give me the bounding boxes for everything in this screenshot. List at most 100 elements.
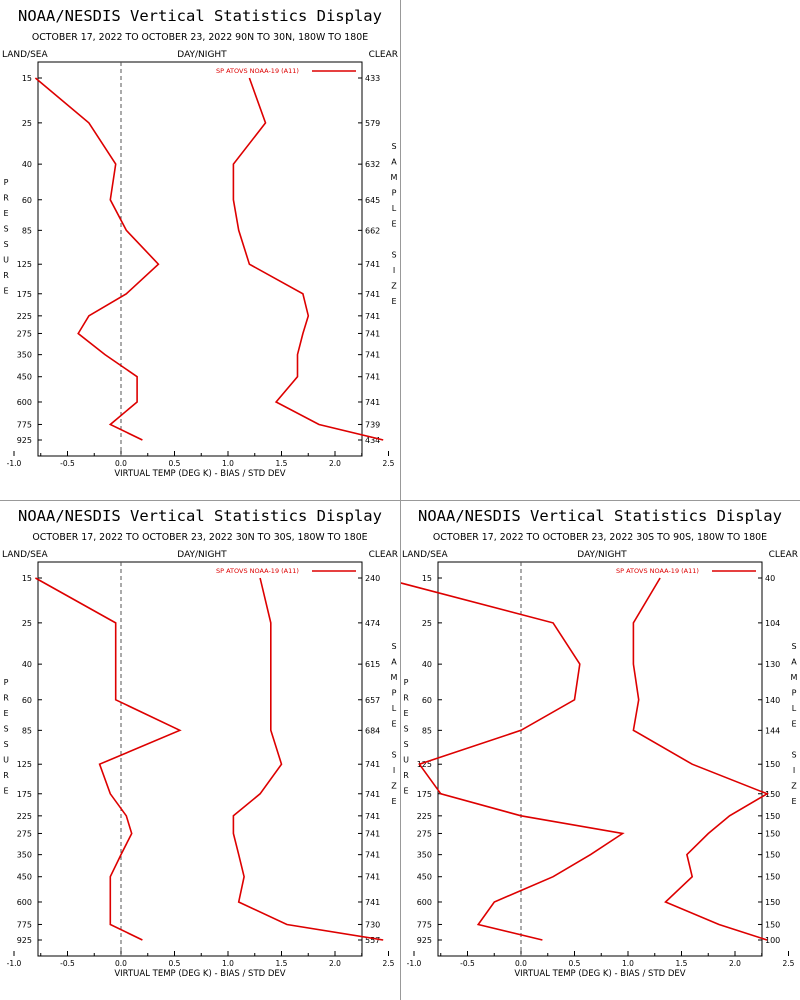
x-tick-label: 1.5 [676, 959, 688, 968]
pressure-label: 225 [17, 812, 32, 821]
x-tick-label: 0.5 [169, 959, 181, 968]
vertical-stats-chart-tropics: NOAA/NESDIS Vertical Statistics Display O… [2, 507, 398, 979]
sample-size-label: 557 [365, 936, 380, 945]
pressure-label: 350 [17, 851, 32, 860]
sample-size-label: 632 [365, 160, 380, 169]
series-line-std-dev [632, 577, 769, 941]
pressure-label: 85 [22, 726, 32, 735]
sample-size-label: 662 [365, 226, 380, 235]
sample-size-label: 150 [765, 898, 780, 907]
x-tick-label: 0.5 [169, 459, 181, 468]
pressure-label: 25 [422, 619, 432, 628]
label-land-sea: LAND/SEA [2, 550, 48, 560]
y-axis-label-letter: S [403, 740, 408, 749]
pressure-label: 60 [22, 196, 32, 205]
y2-axis-label-letter: P [392, 689, 397, 698]
sample-size-label: 474 [365, 619, 380, 628]
y-axis-label-letter: S [403, 725, 408, 734]
sample-size-label: 150 [765, 851, 780, 860]
y-axis-label-letter: U [3, 256, 9, 265]
sample-size-label: 40 [765, 574, 775, 583]
y-axis-label-letter: E [3, 209, 8, 218]
y2-axis-label-letter: S [391, 142, 396, 151]
x-axis-label: VIRTUAL TEMP (DEG K) - BIAS / STD DEV [114, 469, 285, 479]
y-axis-label-letter: P [4, 678, 9, 687]
y2-axis-label-letter: A [391, 158, 397, 167]
y-axis-label-letter: P [404, 678, 409, 687]
x-tick-label: 2.0 [329, 959, 341, 968]
sample-size-label: 684 [365, 726, 380, 735]
pressure-label: 125 [17, 760, 32, 769]
chart-subtitle: OCTOBER 17, 2022 TO OCTOBER 23, 2022 30N… [32, 532, 367, 543]
chart-title: NOAA/NESDIS Vertical Statistics Display [18, 507, 382, 525]
y2-axis-label-letter: M [391, 173, 398, 182]
pressure-label: 225 [17, 312, 32, 321]
x-tick-label: -1.0 [407, 959, 422, 968]
pressure-label: 925 [17, 436, 32, 445]
y2-axis-label-letter: L [392, 704, 397, 713]
pressure-label: 40 [22, 660, 32, 669]
sample-size-label: 150 [765, 873, 780, 882]
sample-size-label: 741 [365, 398, 380, 407]
label-land-sea: LAND/SEA [402, 550, 448, 560]
x-tick-label: 2.0 [729, 959, 741, 968]
pressure-label: 85 [22, 226, 32, 235]
pressure-label: 125 [417, 760, 432, 769]
y-axis-label-letter: S [3, 725, 8, 734]
y2-axis-label-letter: P [792, 689, 797, 698]
y-axis-label-letter: E [3, 709, 8, 718]
x-tick-label: 1.5 [276, 959, 288, 968]
chart-subtitle: OCTOBER 17, 2022 TO OCTOBER 23, 2022 30S… [433, 532, 767, 543]
plot-frame [37, 61, 363, 457]
series-line-bias [35, 577, 182, 941]
sample-size-label: 741 [365, 812, 380, 821]
sample-size-label: 741 [365, 790, 380, 799]
sample-size-label: 741 [365, 351, 380, 360]
y-axis-label-letter: E [403, 709, 408, 718]
chart-subtitle: OCTOBER 17, 2022 TO OCTOBER 23, 2022 90N… [32, 32, 368, 43]
y2-axis-label-letter: S [391, 642, 396, 651]
pressure-label: 350 [17, 351, 32, 360]
chart-panel-north: NOAA/NESDIS Vertical Statistics Display O… [0, 0, 400, 500]
pressure-label: 275 [17, 329, 32, 338]
y2-axis-label-letter: M [791, 673, 798, 682]
sample-size-label: 741 [365, 329, 380, 338]
x-tick-label: 0.0 [115, 459, 127, 468]
x-tick-label: 1.0 [222, 459, 234, 468]
legend-label: SP ATOVS NOAA-19 (A11) [216, 567, 299, 575]
y2-axis-label-letter: E [391, 720, 396, 729]
sample-size-label: 741 [365, 829, 380, 838]
x-tick-label: -0.5 [60, 459, 75, 468]
y2-axis-label-letter: E [391, 797, 396, 806]
sample-size-label: 645 [365, 196, 380, 205]
sample-size-label: 130 [765, 660, 780, 669]
sample-size-label: 150 [765, 829, 780, 838]
pressure-label: 25 [22, 119, 32, 128]
y2-axis-label-letter: Z [791, 782, 797, 791]
y-axis-label-letter: P [4, 178, 9, 187]
y-axis-label-letter: R [403, 694, 409, 703]
pressure-label: 775 [17, 420, 32, 429]
sample-size-label: 615 [365, 660, 380, 669]
pressure-label: 450 [417, 873, 432, 882]
label-clear: CLEAR [369, 550, 398, 560]
pressure-label: 775 [17, 920, 32, 929]
legend-label: SP ATOVS NOAA-19 (A11) [616, 567, 699, 575]
plot-frame [37, 561, 363, 957]
label-land-sea: LAND/SEA [2, 50, 48, 60]
sample-size-label: 240 [365, 574, 380, 583]
label-clear: CLEAR [369, 50, 398, 60]
y-axis-label-letter: S [3, 225, 8, 234]
label-day-night: DAY/NIGHT [577, 550, 627, 560]
y-axis-label-letter: E [3, 787, 8, 796]
x-axis-label: VIRTUAL TEMP (DEG K) - BIAS / STD DEV [514, 969, 685, 979]
sample-size-label: 730 [365, 920, 380, 929]
legend-label: SP ATOVS NOAA-19 (A11) [216, 67, 299, 75]
y-axis-label-letter: E [403, 787, 408, 796]
sample-size-label: 741 [365, 260, 380, 269]
vertical-stats-chart-south: NOAA/NESDIS Vertical Statistics Display O… [400, 507, 798, 979]
pressure-label: 175 [417, 790, 432, 799]
y-axis-label-letter: R [3, 771, 9, 780]
pressure-label: 40 [22, 160, 32, 169]
sample-size-label: 741 [365, 290, 380, 299]
